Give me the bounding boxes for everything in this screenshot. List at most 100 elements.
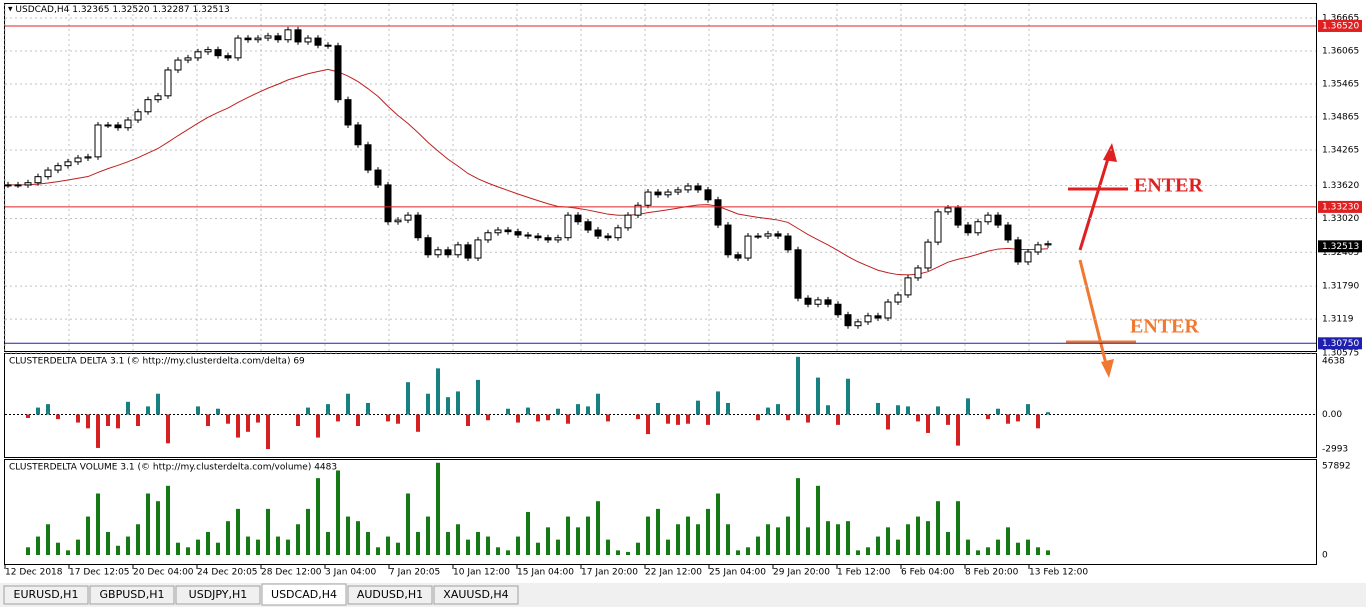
volume-bar — [656, 508, 660, 555]
tab-label[interactable]: GBPUSD,H1 — [100, 588, 165, 601]
candle — [104, 124, 112, 127]
price-level-label: 1.36520 — [1322, 21, 1359, 31]
volume-bar — [786, 516, 790, 555]
volume-bar — [116, 545, 120, 555]
arrow-up — [1078, 151, 1112, 251]
volume-bar — [406, 493, 410, 555]
tab-label[interactable]: USDJPY,H1 — [189, 588, 248, 601]
delta-bar — [696, 400, 700, 415]
delta-bar — [766, 407, 770, 415]
delta-bar — [796, 356, 800, 415]
delta-bar — [216, 408, 220, 415]
tab[interactable] — [175, 585, 261, 605]
tab-label[interactable]: XAUUSD,H4 — [443, 588, 508, 601]
candle — [514, 231, 522, 236]
volume-bar — [276, 536, 280, 555]
volume-bar — [236, 508, 240, 555]
candle — [624, 214, 632, 229]
delta-tick-label: 4638 — [1322, 357, 1345, 367]
candle — [354, 124, 362, 146]
delta-bar — [296, 414, 300, 427]
tab-label[interactable]: EURUSD,H1 — [14, 588, 79, 601]
volume-label: CLUSTERDELTA VOLUME 3.1 (© http://my.clu… — [9, 463, 337, 473]
delta-bar — [756, 414, 760, 421]
low-price: 1.32287 — [152, 5, 189, 15]
volume-bar — [546, 527, 550, 555]
candle — [734, 254, 742, 259]
candle — [1034, 244, 1042, 253]
candle — [1014, 239, 1022, 263]
volume-bar — [416, 531, 420, 555]
time-label: 1 Feb 12:00 — [837, 568, 891, 578]
volume-bar — [266, 508, 270, 555]
delta-bar — [556, 408, 560, 415]
delta-bar — [446, 397, 450, 415]
candle — [554, 237, 562, 241]
tab[interactable] — [433, 585, 519, 605]
tab[interactable] — [347, 585, 433, 605]
delta-bar — [966, 398, 970, 415]
volume-bar — [796, 478, 800, 555]
delta-bar — [236, 414, 240, 438]
delta-bar — [606, 414, 610, 422]
tab-label[interactable]: AUDUSD,H1 — [357, 588, 423, 601]
delta-bar — [466, 414, 470, 427]
volume-bar — [86, 516, 90, 555]
candle — [174, 59, 182, 71]
volume-bar — [476, 531, 480, 555]
volume-bar — [956, 501, 960, 555]
delta-bar — [386, 414, 390, 422]
delta-bar — [436, 368, 440, 415]
candle — [494, 229, 502, 234]
candle — [574, 214, 582, 223]
candle — [484, 232, 492, 241]
candle — [684, 185, 692, 191]
delta-bar — [36, 407, 40, 415]
volume-bar — [296, 524, 300, 555]
price-level-label: 1.32513 — [1322, 242, 1359, 252]
candle — [724, 224, 732, 256]
volume-bar — [206, 531, 210, 555]
time-label: 28 Dec 12:00 — [261, 568, 322, 578]
candle — [824, 299, 832, 305]
candle — [744, 235, 752, 259]
volume-bar — [146, 493, 150, 555]
close-price: 1.32513 — [193, 5, 230, 15]
volume-bar — [1016, 542, 1020, 555]
candle — [884, 301, 892, 319]
volume-bar — [976, 550, 980, 555]
volume-bar — [806, 527, 810, 555]
tab[interactable] — [3, 585, 89, 605]
delta-bar — [56, 414, 60, 420]
tab-label[interactable]: USDCAD,H4 — [271, 588, 337, 601]
delta-label: CLUSTERDELTA DELTA 3.1 (© http://my.clus… — [9, 357, 305, 367]
delta-bar — [486, 414, 490, 421]
candle — [364, 144, 372, 171]
volume-bar — [876, 536, 880, 555]
volume-bar — [566, 516, 570, 555]
candle — [14, 184, 22, 187]
candle — [894, 294, 902, 303]
delta-bar — [826, 405, 830, 415]
candle — [634, 204, 642, 216]
tab[interactable] — [261, 583, 347, 606]
volume-bar — [1006, 527, 1010, 555]
candle — [904, 277, 912, 296]
volume-bar — [726, 524, 730, 555]
volume-bar — [886, 527, 890, 555]
volume-bar — [246, 536, 250, 555]
enter-arrows — [1066, 143, 1136, 378]
delta-bar — [886, 414, 890, 430]
delta-bar — [196, 406, 200, 415]
candle — [524, 234, 532, 237]
delta-bar — [366, 402, 370, 415]
candle — [914, 267, 922, 279]
volume-bar — [306, 508, 310, 555]
delta-bar — [306, 407, 310, 415]
delta-bar — [96, 414, 100, 448]
tab[interactable] — [89, 585, 175, 605]
main-panel — [4, 3, 1317, 352]
volume-bar — [196, 539, 200, 555]
candle — [974, 221, 982, 234]
candle — [1004, 224, 1012, 241]
